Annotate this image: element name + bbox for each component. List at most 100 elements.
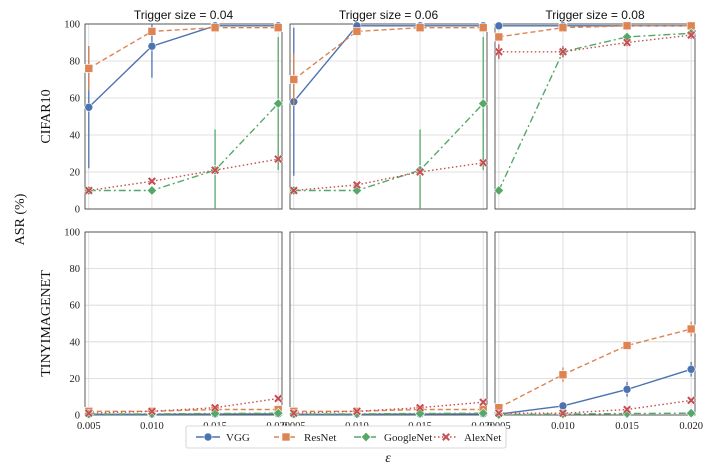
marker-resnet xyxy=(686,324,696,334)
series-vgg xyxy=(494,361,696,419)
marker-resnet xyxy=(281,432,291,442)
y-axis-label: ASR (%) xyxy=(13,193,28,245)
marker-vgg xyxy=(558,401,568,411)
marker-googlenet xyxy=(146,185,158,196)
series-line xyxy=(293,412,484,415)
series-alexnet xyxy=(84,154,283,196)
series-resnet xyxy=(494,321,696,412)
series-line xyxy=(88,412,279,415)
marker-alexnet xyxy=(352,406,362,416)
marker-alexnet xyxy=(494,47,504,57)
marker-alexnet xyxy=(686,395,696,405)
marker-alexnet xyxy=(289,185,299,196)
panel-frame xyxy=(84,231,283,416)
x-tick-label: 0.020 xyxy=(679,421,703,432)
marker-alexnet xyxy=(289,408,299,418)
marker-googlenet xyxy=(272,407,284,419)
marker-vgg xyxy=(147,41,157,51)
marker-vgg xyxy=(622,385,632,394)
marker-vgg xyxy=(84,102,94,112)
marker-alexnet xyxy=(415,403,425,413)
marker-alexnet xyxy=(352,180,362,190)
legend: VGG ResNet GoogleNet AlexNet xyxy=(185,425,507,449)
series-line xyxy=(293,162,484,192)
series-alexnet xyxy=(289,397,488,418)
y-tick-label: 0 xyxy=(75,205,80,216)
marker-alexnet xyxy=(558,47,568,57)
panel-frame xyxy=(289,23,488,210)
marker-googlenet xyxy=(477,407,489,419)
marker-resnet xyxy=(210,23,220,33)
series-line xyxy=(498,412,692,416)
series-alexnet xyxy=(494,30,696,60)
y-tick-label: 100 xyxy=(64,228,80,239)
series-alexnet xyxy=(494,395,696,418)
marker-googlenet xyxy=(493,185,505,196)
marker-googlenet xyxy=(146,408,158,420)
marker-resnet xyxy=(478,23,488,33)
series-googlenet xyxy=(288,36,489,209)
series-line xyxy=(88,408,279,412)
marker-alexnet xyxy=(84,185,94,196)
series-vgg xyxy=(289,21,488,176)
series-vgg xyxy=(494,21,696,31)
series-googlenet xyxy=(493,28,697,196)
marker-alexnet xyxy=(210,165,220,175)
panel-frame xyxy=(494,231,696,416)
marker-googlenet xyxy=(351,408,363,420)
marker-resnet xyxy=(352,27,362,36)
marker-alexnet xyxy=(84,408,94,418)
series-vgg xyxy=(84,21,283,169)
marker-alexnet xyxy=(273,154,283,164)
series-line xyxy=(498,25,692,38)
marker-resnet xyxy=(494,32,504,42)
row-label: CIFAR10 xyxy=(39,89,54,143)
marker-resnet xyxy=(558,23,568,33)
x-tick-label: 0.010 xyxy=(551,421,575,432)
panel-frame xyxy=(84,23,283,210)
legend-label: GoogleNet xyxy=(384,432,432,444)
series-googlenet xyxy=(493,407,697,420)
marker-googlenet xyxy=(360,431,372,443)
marker-googlenet xyxy=(414,408,426,419)
column-title: Trigger size = 0.08 xyxy=(545,8,645,22)
marker-alexnet xyxy=(210,403,220,413)
y-tick-label: 100 xyxy=(64,20,80,31)
marker-alexnet xyxy=(478,158,488,168)
legend-box xyxy=(185,425,507,449)
marker-resnet xyxy=(558,370,568,380)
marker-googlenet xyxy=(685,407,697,419)
series-resnet xyxy=(494,21,696,42)
y-tick-label: 20 xyxy=(70,374,81,385)
x-tick-label: 0.010 xyxy=(140,421,164,432)
series-resnet xyxy=(289,23,488,106)
marker-alexnet xyxy=(147,406,157,416)
series-line xyxy=(498,368,692,415)
y-tick-label: 80 xyxy=(70,264,81,275)
marker-alexnet xyxy=(622,37,632,48)
y-tick-label: 0 xyxy=(75,411,80,422)
series-alexnet xyxy=(84,393,283,418)
series-line xyxy=(498,32,692,191)
series-line xyxy=(498,399,692,414)
marker-resnet xyxy=(289,75,299,84)
series-line xyxy=(293,25,484,103)
y-tick-label: 60 xyxy=(70,94,81,105)
marker-resnet xyxy=(622,21,632,31)
panel-0-1: Trigger size = 0.06 xyxy=(288,8,489,210)
marker-alexnet xyxy=(622,404,632,415)
marker-googlenet xyxy=(209,408,221,419)
marker-resnet xyxy=(415,23,425,33)
y-tick-label: 60 xyxy=(70,301,81,312)
marker-googlenet xyxy=(477,98,489,109)
marker-googlenet xyxy=(272,98,284,109)
y-tick-label: 40 xyxy=(70,131,81,142)
series-line xyxy=(498,328,692,409)
series-line xyxy=(88,27,279,70)
legend-item-googlenet: GoogleNet xyxy=(354,431,432,444)
marker-alexnet xyxy=(478,397,488,407)
panel-0-2: Trigger size = 0.08 xyxy=(493,8,697,210)
marker-alexnet xyxy=(147,176,157,186)
